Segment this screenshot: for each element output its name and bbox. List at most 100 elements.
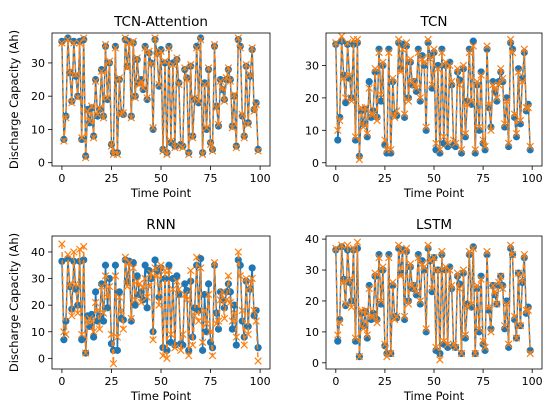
data-point — [226, 288, 234, 296]
y-tick-label: 10 — [305, 124, 319, 137]
data-point — [230, 309, 239, 317]
data-point — [214, 325, 223, 333]
y-axis-label: Discharge Capacity (Ah) — [7, 30, 21, 169]
y-tick-label: 10 — [31, 326, 45, 339]
y-tick-label: 0 — [38, 352, 45, 365]
data-point — [363, 129, 371, 138]
data-point — [351, 133, 360, 141]
data-point — [149, 336, 157, 344]
data-point — [339, 278, 348, 287]
data-point — [103, 304, 112, 312]
data-point — [192, 253, 201, 262]
data-point — [363, 331, 371, 339]
data-point — [481, 142, 489, 151]
data-point — [493, 300, 501, 308]
data-point — [127, 114, 135, 122]
data-point — [461, 331, 470, 339]
data-point — [163, 354, 171, 363]
data-point — [232, 143, 241, 152]
data-point — [524, 306, 532, 314]
data-point — [491, 287, 499, 296]
data-point — [447, 77, 456, 86]
data-point — [196, 35, 205, 44]
data-point — [216, 296, 225, 304]
data-point — [508, 250, 517, 259]
data-point — [208, 147, 217, 155]
data-point — [377, 297, 385, 305]
data-point — [95, 325, 104, 333]
data-point — [232, 333, 241, 341]
data-point — [332, 244, 340, 253]
data-point — [246, 282, 254, 291]
data-point — [204, 280, 213, 288]
data-point — [107, 330, 116, 339]
data-point — [99, 317, 108, 325]
data-point — [99, 309, 108, 317]
data-point — [369, 312, 377, 321]
data-point — [78, 330, 86, 339]
data-point — [157, 46, 165, 54]
data-point — [402, 39, 411, 47]
data-point — [149, 125, 157, 134]
data-point — [375, 48, 383, 57]
data-point — [125, 39, 134, 47]
data-point — [336, 318, 344, 327]
data-point — [81, 349, 90, 357]
data-point — [365, 78, 373, 86]
data-point — [377, 97, 385, 105]
data-point — [179, 143, 187, 152]
data-point — [58, 39, 66, 47]
data-point — [202, 124, 211, 132]
data-point — [475, 123, 483, 131]
data-point — [91, 298, 100, 307]
data-point — [240, 134, 248, 142]
data-point — [123, 282, 132, 291]
data-point — [220, 304, 229, 312]
data-point — [173, 272, 181, 280]
data-point — [436, 355, 444, 364]
data-point — [131, 301, 139, 309]
data-point — [475, 325, 483, 333]
x-tick-label: 100 — [250, 172, 271, 185]
data-point — [514, 269, 523, 277]
data-point — [187, 60, 195, 69]
data-point — [145, 282, 153, 291]
data-point — [469, 42, 477, 50]
data-point — [495, 81, 503, 89]
data-point — [78, 134, 86, 142]
data-point — [70, 37, 78, 45]
data-point — [379, 263, 387, 271]
data-point — [194, 317, 203, 325]
data-point — [369, 110, 377, 118]
data-point — [105, 57, 114, 65]
y-tick-label: 0 — [312, 157, 319, 170]
x-tick-label: 25 — [378, 375, 392, 388]
x-tick-label: 100 — [522, 375, 543, 388]
data-point — [204, 290, 213, 299]
data-point — [483, 247, 491, 256]
data-point — [341, 94, 350, 102]
data-point — [337, 241, 346, 250]
data-point — [334, 337, 342, 345]
data-point — [240, 341, 248, 349]
subplot-1: TCN 0 25 50 75 100 0 10 20 30 Time Point — [305, 14, 543, 200]
data-point — [445, 61, 454, 70]
data-point — [88, 310, 96, 319]
y-tick-label: 0 — [38, 157, 45, 170]
data-point — [334, 331, 342, 339]
data-point — [420, 263, 428, 271]
data-point — [518, 77, 527, 86]
data-point — [412, 287, 421, 296]
data-point — [252, 100, 260, 109]
data-point — [248, 44, 256, 52]
data-point — [428, 81, 436, 89]
y-tick-label: 30 — [31, 57, 45, 70]
data-point — [197, 34, 205, 42]
x-tick-label: 50 — [427, 172, 441, 185]
data-point — [412, 84, 421, 92]
x-tick-label: 25 — [104, 172, 118, 185]
data-point — [359, 325, 368, 333]
data-point — [141, 274, 149, 283]
data-point — [471, 349, 479, 358]
data-point — [438, 247, 446, 256]
